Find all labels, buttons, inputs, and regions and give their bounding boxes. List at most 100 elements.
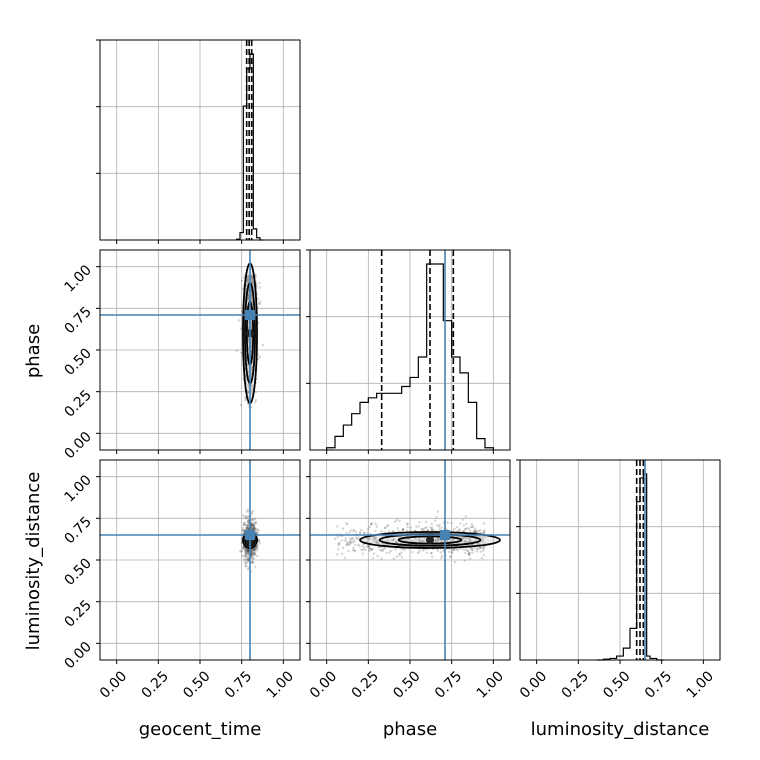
scatter-point bbox=[451, 551, 454, 555]
scatter-point bbox=[418, 550, 421, 553]
scatter-point bbox=[346, 542, 350, 545]
x-tick-label: 1.00 bbox=[474, 668, 507, 701]
scatter-point bbox=[456, 549, 459, 552]
scatter-point bbox=[252, 525, 255, 528]
scatter-point bbox=[369, 522, 373, 526]
scatter-point bbox=[466, 540, 469, 544]
histogram-geocent_time bbox=[236, 53, 264, 241]
scatter-point bbox=[482, 530, 486, 534]
scatter-point bbox=[250, 548, 254, 552]
scatter-point bbox=[247, 527, 250, 531]
y-tick-label: 0.75 bbox=[61, 304, 94, 337]
scatter-point bbox=[382, 548, 385, 551]
scatter-point bbox=[255, 545, 259, 548]
scatter-point bbox=[370, 522, 373, 525]
x-tick-label: 0.25 bbox=[139, 668, 172, 701]
scatter-point bbox=[418, 539, 421, 543]
scatter-point bbox=[251, 557, 254, 560]
scatter-point bbox=[420, 540, 424, 543]
scatter-point bbox=[336, 553, 339, 556]
scatter-point bbox=[246, 281, 249, 284]
scatter-point bbox=[431, 555, 434, 558]
scatter-point bbox=[258, 281, 261, 285]
scatter-point bbox=[252, 552, 255, 555]
scatter-point bbox=[475, 538, 479, 542]
scatter-point bbox=[462, 536, 465, 540]
scatter-point bbox=[239, 327, 242, 330]
scatter-point bbox=[250, 326, 253, 329]
scatter-point bbox=[245, 555, 248, 559]
scatter-point bbox=[354, 530, 358, 533]
scatter-point bbox=[252, 548, 256, 551]
scatter-point bbox=[252, 549, 255, 552]
scatter-point bbox=[251, 277, 254, 280]
scatter-point bbox=[250, 549, 253, 553]
scatter-point bbox=[475, 529, 478, 532]
scatter-point bbox=[250, 321, 253, 325]
scatter-point bbox=[246, 279, 249, 283]
scatter-point bbox=[255, 285, 259, 288]
scatter-point bbox=[394, 548, 397, 551]
scatter-point bbox=[433, 538, 436, 542]
scatter-point bbox=[246, 549, 249, 553]
scatter-point bbox=[375, 541, 379, 544]
x-tick-label: 0.00 bbox=[517, 668, 550, 701]
scatter-point bbox=[353, 549, 356, 552]
scatter-point bbox=[258, 541, 261, 545]
scatter-point bbox=[254, 553, 257, 557]
scatter-point bbox=[250, 548, 254, 551]
scatter-point bbox=[250, 365, 254, 369]
scatter-point bbox=[259, 300, 262, 303]
scatter-point bbox=[244, 564, 247, 568]
scatter-point bbox=[361, 544, 364, 548]
scatter-point bbox=[243, 547, 246, 550]
scatter-point bbox=[438, 523, 441, 527]
y-tick-label: 0.75 bbox=[61, 514, 94, 547]
scatter-point bbox=[421, 528, 424, 532]
scatter-point bbox=[376, 554, 379, 558]
scatter-point bbox=[246, 383, 250, 386]
scatter-point bbox=[252, 285, 255, 289]
scatter-point bbox=[418, 521, 421, 524]
scatter-point bbox=[254, 520, 258, 524]
scatter-point bbox=[367, 544, 371, 548]
scatter-point bbox=[375, 538, 378, 542]
scatter-point bbox=[246, 523, 249, 527]
x-tick-label: 0.00 bbox=[307, 668, 340, 701]
scatter-point bbox=[387, 530, 391, 533]
scatter-point bbox=[424, 520, 428, 524]
scatter-point bbox=[255, 545, 258, 548]
scatter-point bbox=[468, 557, 472, 560]
scatter-point bbox=[431, 526, 434, 529]
scatter-point bbox=[462, 524, 465, 527]
scatter-point bbox=[244, 554, 248, 557]
histogram-phase bbox=[326, 263, 494, 450]
scatter-point bbox=[483, 535, 487, 539]
scatter-point bbox=[373, 537, 377, 541]
scatter-point bbox=[465, 522, 468, 526]
scatter-point bbox=[246, 559, 250, 562]
scatter-point bbox=[470, 548, 474, 551]
scatter-point bbox=[245, 549, 248, 552]
scatter-point bbox=[483, 522, 486, 525]
scatter-point bbox=[482, 549, 485, 552]
scatter-point bbox=[388, 539, 391, 542]
scatter-point bbox=[244, 515, 247, 519]
scatter-point bbox=[471, 551, 474, 554]
scatter-point bbox=[245, 526, 249, 529]
scatter-point bbox=[366, 528, 369, 531]
scatter-point bbox=[372, 538, 375, 542]
scatter-point bbox=[254, 522, 258, 525]
y-tick-label: 1.00 bbox=[61, 262, 94, 295]
scatter-point bbox=[431, 528, 434, 532]
scatter-point bbox=[370, 548, 373, 551]
scatter-point bbox=[392, 538, 395, 541]
scatter-point bbox=[394, 540, 397, 544]
scatter-point bbox=[243, 523, 247, 526]
scatter-point bbox=[459, 547, 462, 551]
scatter-point bbox=[400, 547, 404, 551]
scatter-point bbox=[246, 278, 250, 281]
scatter-point bbox=[479, 550, 482, 553]
scatter-point bbox=[458, 528, 461, 531]
scatter-point bbox=[391, 529, 395, 533]
